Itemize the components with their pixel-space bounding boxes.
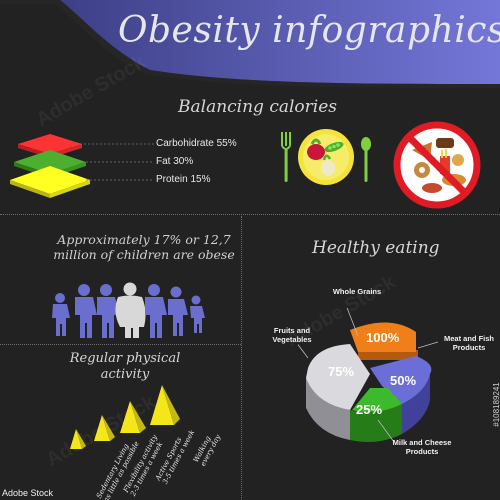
stock-logo: Adobe Stock	[2, 488, 54, 498]
vertical-divider	[241, 216, 242, 500]
label-milk-cheese: Milk and Cheese Products	[392, 438, 452, 456]
balancing-calories-title: Balancing calories	[178, 97, 338, 117]
carbohydrate-label: Carbohidrate 55%	[156, 138, 237, 149]
protein-layer	[10, 166, 90, 194]
activity-title-line1: Regular physical activity	[60, 351, 190, 383]
horizontal-divider-left	[0, 344, 241, 345]
calorie-layers-diagram	[10, 134, 154, 198]
healthy-eating-3d-pie	[298, 308, 439, 443]
pyramid-active-sports	[120, 401, 146, 433]
horizontal-divider-top	[0, 214, 500, 215]
children-obesity-stat: Approximately 17% or 12,7 million of chi…	[53, 232, 235, 262]
label-whole-grains: Whole Grains	[332, 287, 382, 296]
header-band	[0, 0, 500, 88]
pie-segment-milk-cheese	[352, 388, 402, 412]
fat-label: Fat 30%	[156, 156, 194, 167]
protein-label: Protein 15%	[156, 174, 211, 185]
family-people-icon	[52, 282, 205, 338]
healthy-eating-title: Healthy eating	[312, 238, 440, 258]
pyramid-walking	[150, 385, 180, 425]
activity-pyramids	[70, 385, 180, 449]
pie-value-meat-fish: 50%	[390, 373, 417, 388]
label-fruits-vegetables: Fruits and Vegetables	[272, 326, 312, 344]
pie-segment-meat-fish	[370, 356, 432, 404]
pyramid-flexibility	[94, 415, 115, 441]
healthy-plate-icon	[281, 129, 371, 185]
pyramid-sedentary	[70, 429, 86, 449]
pie-segment-whole-grains	[350, 322, 416, 352]
label-meat-fish: Meat and Fish Products	[443, 334, 494, 352]
no-junk-food-icon	[393, 121, 481, 209]
pie-value-milk-cheese: 25%	[356, 402, 383, 417]
pie-value-fruits-vegetables: 75%	[328, 364, 355, 379]
pie-value-whole-grains: 100%	[366, 330, 400, 345]
pie-segment-fruits-vegetables	[306, 344, 370, 410]
stock-image-id: #108189241	[491, 382, 500, 427]
activity-title: Regular physical activity	[69, 351, 181, 382]
page-title: Obesity infographics	[118, 10, 500, 51]
